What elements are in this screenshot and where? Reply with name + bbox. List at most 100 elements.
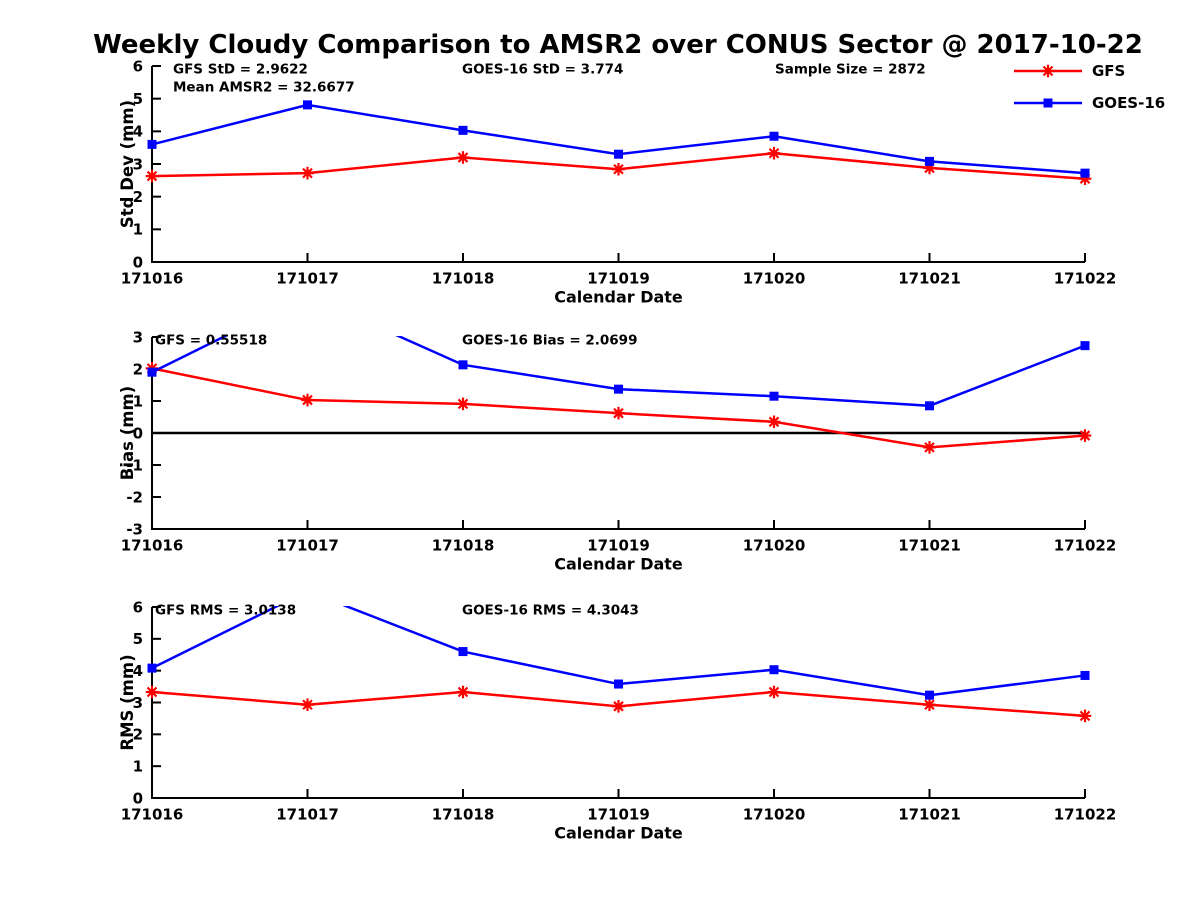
y-tick-label: 1 <box>133 221 143 239</box>
y-tick-label: 0 <box>133 789 143 807</box>
legend: GFS GOES-16 <box>1012 62 1165 112</box>
subplot-1: -3 -2 -1 0 1 2 3 171016 171017 171018 171019 171020… <box>118 328 1117 574</box>
stat-annotation: GFS RMS = 3.0138 <box>155 603 296 619</box>
asterisk-stroke <box>1079 710 1091 722</box>
y-tick-label: 2 <box>133 726 143 744</box>
x-axis-label: Calendar Date <box>554 555 683 574</box>
square-fill <box>925 156 934 166</box>
square-marker-icon <box>1043 98 1053 108</box>
asterisk-stroke <box>1042 65 1054 77</box>
asterisk-stroke <box>146 686 158 698</box>
y-tick-label: 2 <box>133 188 143 206</box>
gfs-line-sample <box>1014 64 1082 78</box>
asterisk-stroke <box>924 699 935 711</box>
asterisk-stroke <box>768 147 780 159</box>
x-axis-label: Calendar Date <box>554 824 683 843</box>
square-fill <box>458 125 468 135</box>
y-tick-label: 5 <box>133 90 143 108</box>
stat-annotation: Sample Size = 2872 <box>775 62 926 78</box>
series-markers-gfs <box>145 685 1092 723</box>
x-tick-label: 171022 <box>1054 805 1117 823</box>
square-fill <box>303 100 312 110</box>
square-fill <box>614 149 623 159</box>
y-tick-label: -1 <box>126 456 143 474</box>
asterisk-stroke <box>768 416 780 428</box>
series-markers-goes-16 <box>147 100 1090 178</box>
x-tick-label: 171018 <box>432 805 495 823</box>
series-markers-gfs <box>145 362 1092 454</box>
asterisk-stroke <box>302 699 313 711</box>
asterisk-stroke <box>457 686 469 698</box>
asterisk-stroke <box>924 442 935 453</box>
x-tick-label: 171022 <box>1054 536 1117 554</box>
square-fill <box>614 679 623 689</box>
subplot-0: 0 1 2 3 4 5 6 171016 171017 171018 171019 171020 171… <box>118 57 1117 306</box>
y-axis-label: RMS (mm) <box>118 654 137 750</box>
stat-annotation: GFS StD = 2.9622 <box>173 62 308 78</box>
stat-annotation: GOES-16 Bias = 2.0699 <box>462 333 637 349</box>
series-markers-goes-16 <box>147 647 1090 700</box>
x-tick-label: 171018 <box>432 269 495 287</box>
y-tick-label: 1 <box>133 757 143 775</box>
asterisk-stroke <box>613 163 624 175</box>
legend-label-goes16: GOES-16 <box>1092 94 1166 112</box>
asterisk-stroke <box>457 152 469 163</box>
square-fill <box>769 391 779 401</box>
square-fill <box>769 131 779 141</box>
square-fill <box>614 384 623 394</box>
asterisk-stroke <box>1079 430 1091 441</box>
square-fill <box>769 665 779 675</box>
stat-annotation: GFS = 0.55518 <box>155 333 267 349</box>
square-fill <box>925 401 934 411</box>
y-tick-label: 6 <box>133 57 143 75</box>
legend-item-goes16: GOES-16 <box>1012 94 1165 112</box>
asterisk-stroke <box>613 407 624 419</box>
x-tick-label: 171016 <box>121 536 184 554</box>
square-fill <box>147 367 157 377</box>
stat-annotation: Mean AMSR2 = 32.6677 <box>173 80 355 96</box>
x-tick-label: 171017 <box>276 536 339 554</box>
legend-label-gfs: GFS <box>1092 62 1126 80</box>
square-fill <box>1043 98 1053 108</box>
asterisk-stroke <box>457 398 469 410</box>
square-fill <box>925 690 934 700</box>
asterisk-stroke <box>768 686 780 698</box>
x-tick-label: 171022 <box>1054 269 1117 287</box>
stat-annotation: GOES-16 StD = 3.774 <box>462 62 623 78</box>
x-tick-label: 171016 <box>121 269 184 287</box>
asterisk-stroke <box>613 701 624 712</box>
y-tick-label: 1 <box>133 392 143 410</box>
square-fill <box>1080 670 1090 680</box>
x-tick-label: 171021 <box>898 536 961 554</box>
y-tick-label: -3 <box>126 520 143 538</box>
x-tick-label: 171019 <box>587 805 650 823</box>
stat-annotation: GOES-16 RMS = 4.3043 <box>462 603 639 619</box>
x-tick-label: 171019 <box>587 269 650 287</box>
y-tick-label: 0 <box>133 253 143 271</box>
x-tick-label: 171019 <box>587 536 650 554</box>
y-tick-label: 3 <box>133 155 143 173</box>
x-axis-label: Calendar Date <box>554 288 683 307</box>
square-fill <box>1080 341 1090 351</box>
square-fill <box>147 139 157 149</box>
x-tick-label: 171020 <box>743 269 806 287</box>
figure-title: Weekly Cloudy Comparison to AMSR2 over C… <box>93 30 1143 60</box>
y-tick-label: 4 <box>133 123 143 141</box>
x-tick-label: 171020 <box>743 805 806 823</box>
y-tick-label: 3 <box>133 694 143 712</box>
series-markers-goes-16 <box>147 341 1090 411</box>
subplot-2: 0 1 2 3 4 5 6 171016 171017 171018 171019 171020 171… <box>118 598 1117 843</box>
asterisk-stroke <box>302 167 313 179</box>
square-fill <box>1080 168 1090 178</box>
y-tick-label: 4 <box>133 662 143 680</box>
x-tick-label: 171017 <box>276 805 339 823</box>
series-line-goes-16 <box>151 103 1086 175</box>
x-tick-label: 171017 <box>276 269 339 287</box>
asterisk-marker-icon <box>1041 64 1055 78</box>
asterisk-stroke <box>302 394 313 406</box>
x-tick-label: 171016 <box>121 805 184 823</box>
y-axis-label: Bias (mm) <box>118 386 137 480</box>
y-tick-label: -2 <box>126 488 143 506</box>
